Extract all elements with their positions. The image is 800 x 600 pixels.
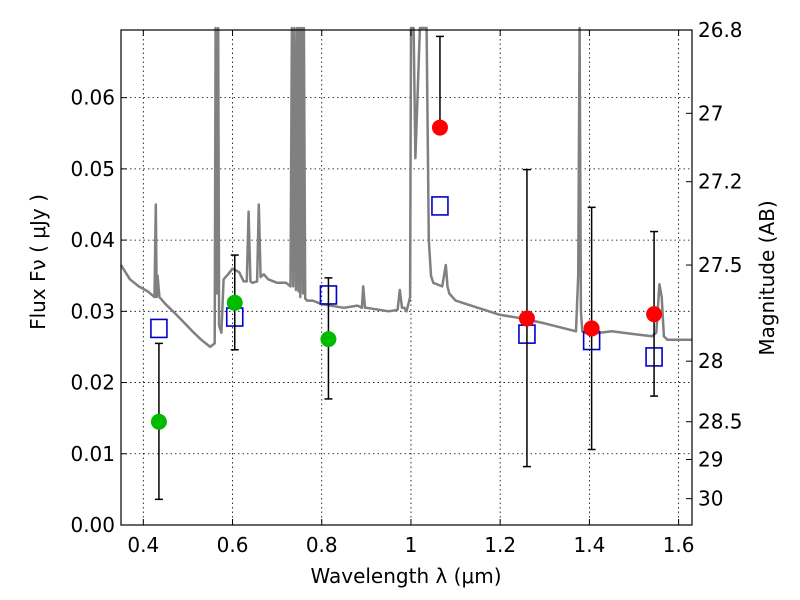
x-tick-label: 1.6 — [663, 533, 695, 557]
y-tick-label: 0.02 — [70, 371, 115, 395]
model-photometry-square — [431, 196, 449, 216]
y-tick-label: 0.04 — [70, 228, 115, 252]
y2-tick-label: 27.5 — [698, 253, 743, 277]
y2-axis-label: Magnitude (AB) — [755, 200, 779, 355]
x-tick-label: 1 — [405, 533, 418, 557]
observed-photometry-point — [518, 310, 535, 327]
y2-tick-label: 30 — [698, 487, 723, 511]
plot-frame — [120, 29, 693, 526]
y2-tick-label: 28.5 — [698, 410, 743, 434]
y2-tick-label: 27.2 — [698, 170, 743, 194]
observed-photometry-point — [320, 331, 337, 348]
observed-photometry-point — [431, 119, 448, 136]
observed-photometry-point — [226, 294, 243, 311]
observed-photometry-point — [583, 320, 600, 337]
y-tick-label: 0.03 — [70, 299, 115, 323]
y-tick-label: 0.05 — [70, 157, 115, 181]
y-tick-label: 0.06 — [70, 86, 115, 110]
x-tick-label: 0.8 — [306, 533, 338, 557]
spectrum-line — [119, 26, 692, 349]
model-photometry-square — [150, 318, 168, 339]
spectrum-layer — [119, 26, 692, 349]
y2-tick-label: 29 — [698, 447, 723, 471]
points-layer — [150, 35, 663, 501]
x-tick-label: 0.6 — [217, 533, 249, 557]
x-tick-label: 0.4 — [127, 533, 159, 557]
y2-tick-label: 28 — [698, 349, 723, 373]
x-tick-label: 1.4 — [573, 533, 605, 557]
grid-lines — [121, 30, 692, 526]
x-tick-label: 1.2 — [484, 533, 516, 557]
y2-tick-label: 27 — [698, 101, 723, 125]
y-axis-label: Flux Fν ( μJy ) — [26, 194, 50, 330]
y2-tick-label: 26.8 — [698, 18, 743, 42]
y-tick-label: 0.00 — [70, 513, 115, 537]
tick-labels: 0.4 0.6 0.8 1 1.2 1.4 1.6 0.00 0.01 0.02 0.03 0.04 0… — [70, 18, 742, 557]
observed-photometry-point — [150, 413, 167, 430]
x-axis-label: Wavelength λ (μm) — [310, 564, 501, 588]
y-tick-label: 0.01 — [70, 442, 115, 466]
tick-marks — [121, 29, 692, 526]
observed-photometry-point — [646, 306, 663, 323]
